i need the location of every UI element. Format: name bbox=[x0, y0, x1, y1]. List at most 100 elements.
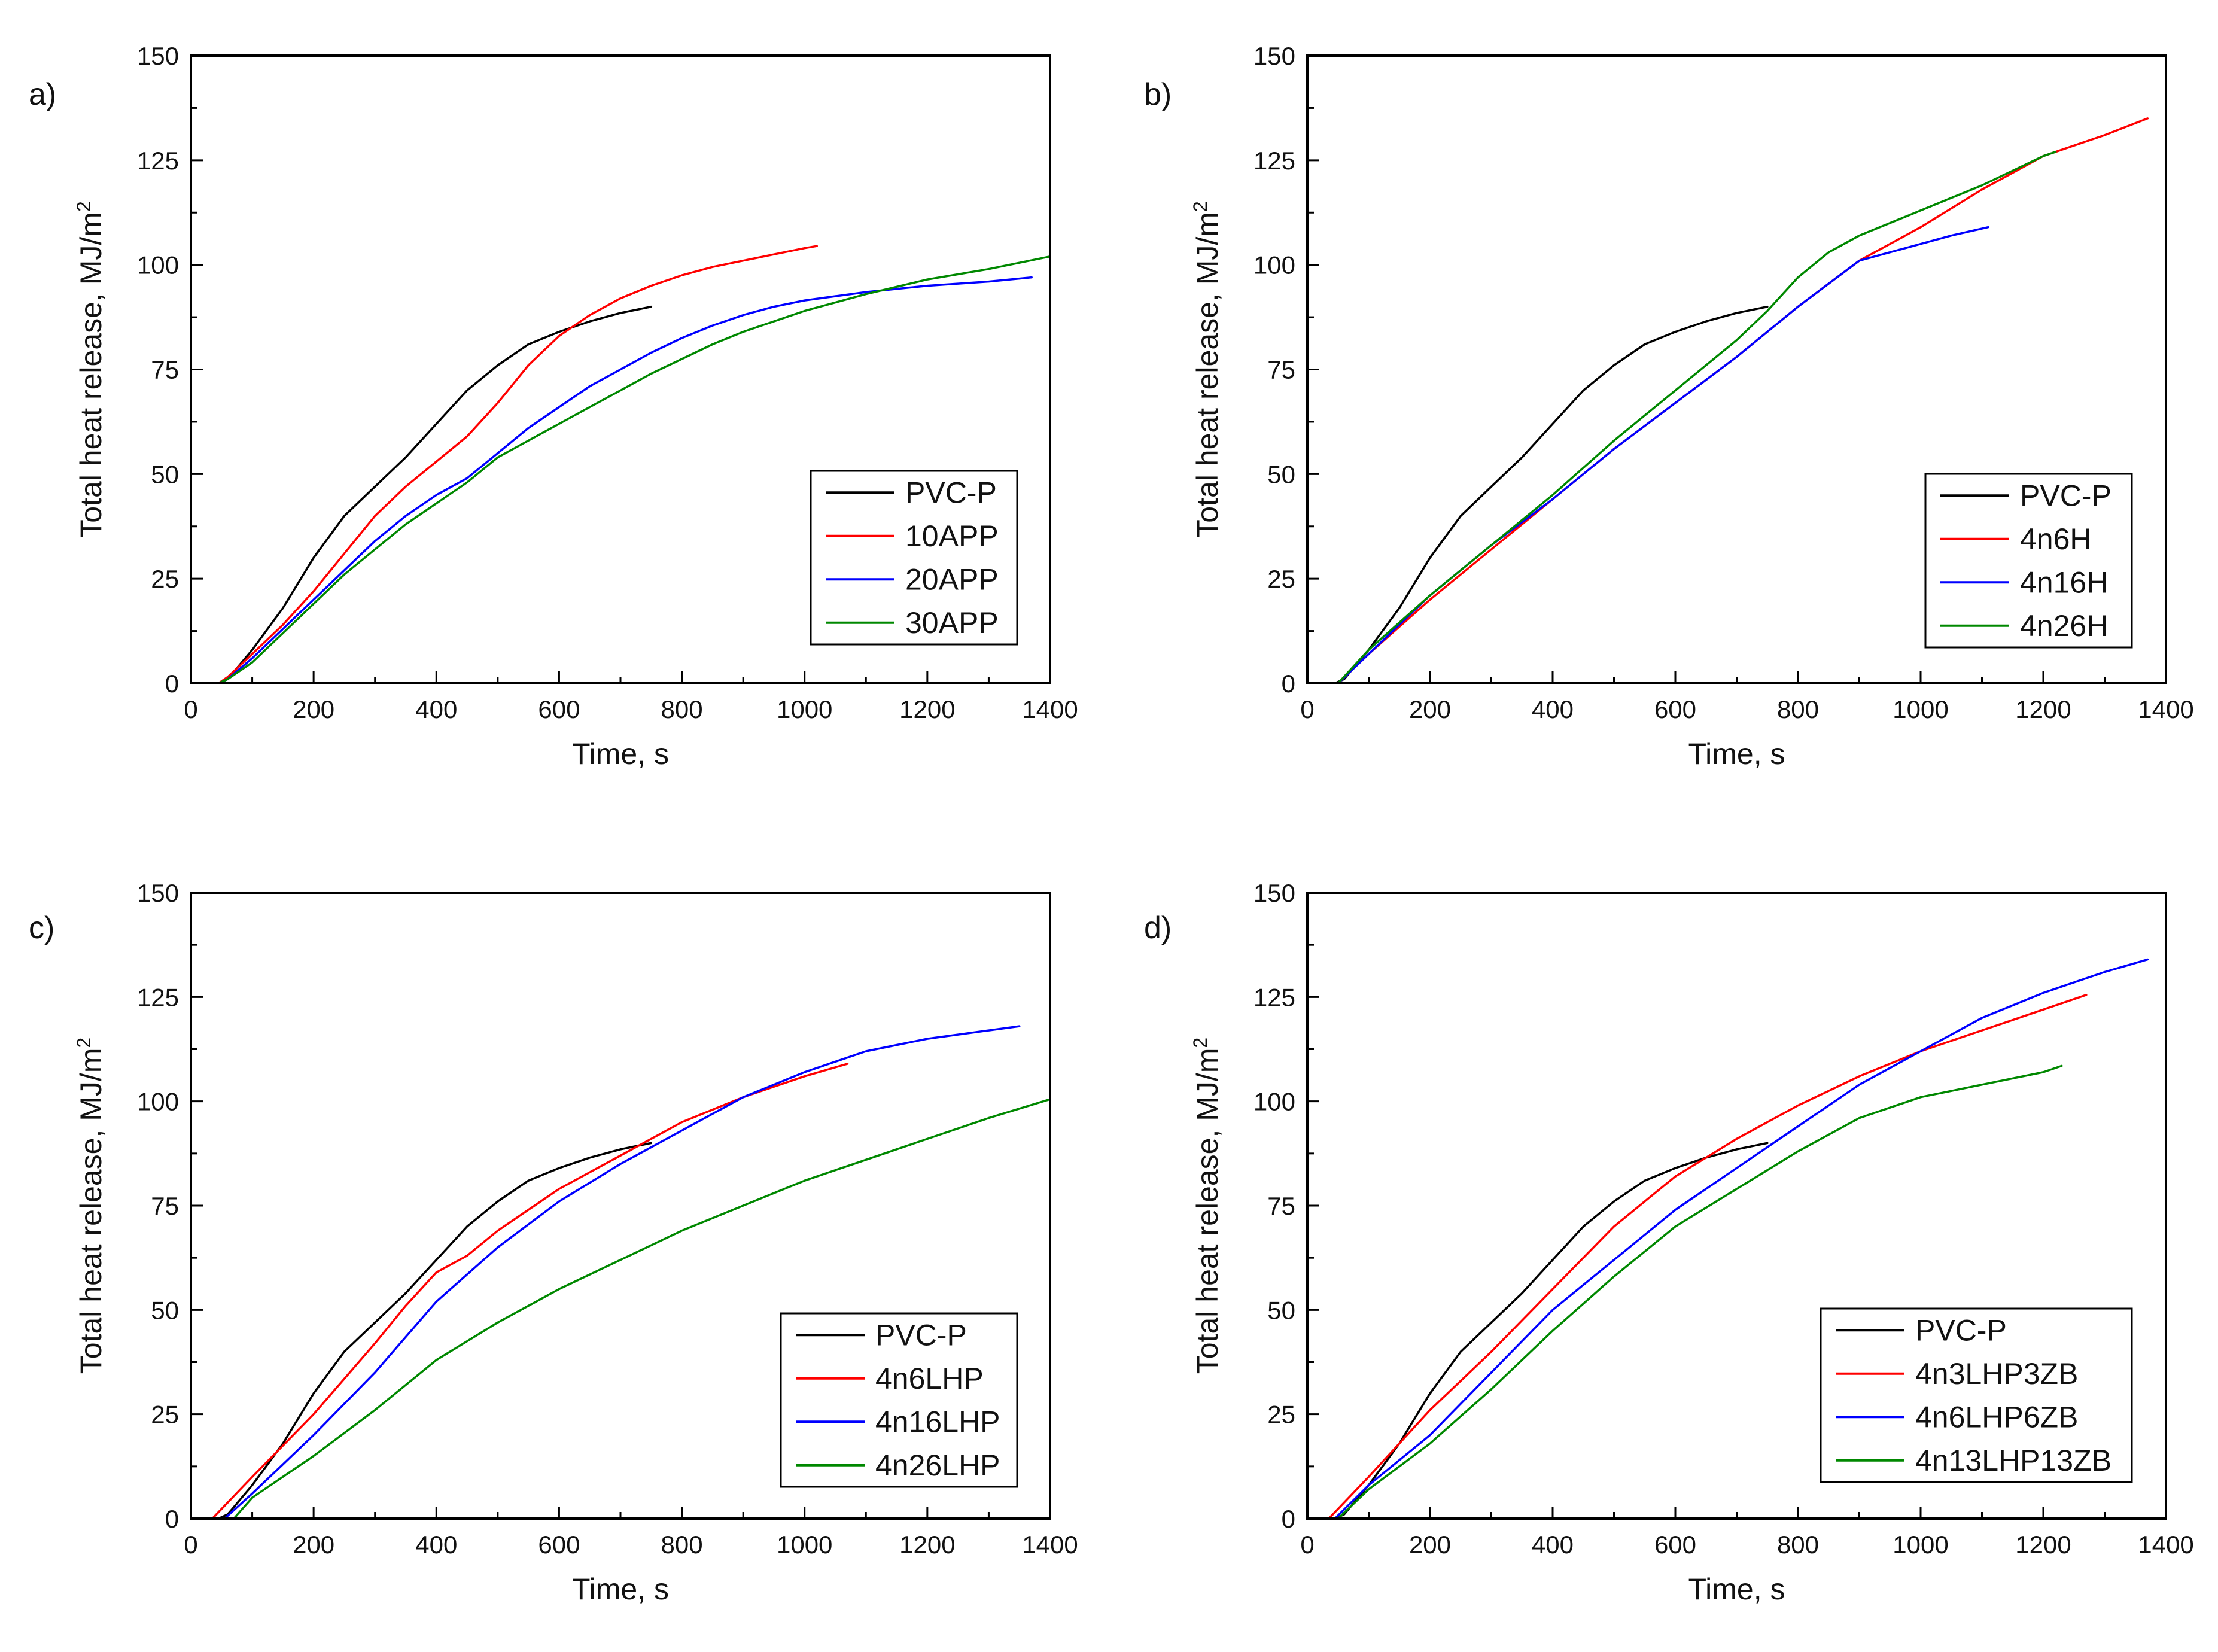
legend: PVC-P 4n6H 4n16H 4n26H bbox=[1924, 473, 2133, 649]
legend-entry: PVC-P bbox=[905, 476, 997, 509]
y-axis-title-main: Total heat release, MJ/m bbox=[1191, 1048, 1224, 1374]
y-tick-label: 0 bbox=[165, 1505, 179, 1533]
series-line bbox=[1334, 305, 1769, 684]
x-tick-label: 400 bbox=[415, 1531, 457, 1559]
x-tick-label: 1000 bbox=[1893, 695, 1948, 723]
y-axis-title: Total heat release, MJ/m2 bbox=[73, 1038, 108, 1374]
y-tick-label: 50 bbox=[151, 1296, 179, 1324]
y-tick-label: 150 bbox=[137, 879, 179, 907]
legend-entry: 4n26LHP bbox=[875, 1449, 1000, 1482]
y-tick-label: 25 bbox=[1267, 565, 1295, 593]
series-line bbox=[1328, 994, 2088, 1520]
x-tick-label: 800 bbox=[1777, 1531, 1819, 1559]
legend-entry: PVC-P bbox=[2020, 479, 2111, 512]
x-tick-label: 0 bbox=[184, 1531, 197, 1559]
y-axis-title-superscript: 2 bbox=[1189, 1038, 1211, 1048]
legend-entry: PVC-P bbox=[1915, 1313, 2007, 1347]
y-tick-label: 50 bbox=[1267, 460, 1295, 488]
x-tick-label: 600 bbox=[1654, 1531, 1696, 1559]
y-tick-label: 100 bbox=[137, 1088, 179, 1116]
series-line bbox=[1337, 151, 2057, 684]
legend-entry: 4n26H bbox=[2020, 609, 2108, 643]
series-line bbox=[217, 245, 818, 684]
y-tick-label: 150 bbox=[1253, 42, 1295, 70]
legend-box bbox=[810, 470, 1018, 646]
legend: PVC-P 4n3LHP3ZB 4n6LHP6ZB 4n13LHP13ZB bbox=[1820, 1307, 2133, 1483]
x-axis-title: Time, s bbox=[1688, 737, 1785, 771]
legend-entry: 30APP bbox=[905, 606, 999, 640]
x-tick-label: 200 bbox=[1409, 695, 1451, 723]
series-line bbox=[211, 1063, 849, 1520]
legend: PVC-P 4n6LHP 4n16LHP 4n26LHP bbox=[780, 1312, 1018, 1488]
legend-entry: 4n6LHP bbox=[875, 1362, 984, 1395]
legend-entry: 4n6LHP6ZB bbox=[1915, 1400, 2078, 1434]
x-tick-label: 1400 bbox=[2138, 695, 2193, 723]
x-tick-label: 1400 bbox=[1022, 695, 1078, 723]
y-axis-title-main: Total heat release, MJ/m bbox=[74, 1048, 108, 1374]
legend-box bbox=[1820, 1307, 2133, 1483]
y-tick-label: 125 bbox=[137, 147, 179, 175]
legend: PVC-P 10APP 20APP 30APP bbox=[810, 470, 1018, 646]
series-line bbox=[223, 1025, 1021, 1520]
y-axis-title: Total heat release, MJ/m2 bbox=[1189, 1038, 1224, 1374]
y-tick-label: 75 bbox=[151, 1192, 179, 1220]
x-axis-title: Time, s bbox=[1688, 1572, 1785, 1606]
y-tick-label: 75 bbox=[151, 356, 179, 384]
panel-label: b) bbox=[1144, 77, 1172, 112]
x-tick-label: 1200 bbox=[899, 1531, 955, 1559]
x-tick-label: 1000 bbox=[777, 695, 832, 723]
panel-label: a) bbox=[29, 77, 56, 112]
x-tick-label: 1000 bbox=[777, 1531, 832, 1559]
y-tick-label: 50 bbox=[151, 460, 179, 488]
y-tick-label: 100 bbox=[1253, 251, 1295, 279]
y-tick-label: 100 bbox=[1253, 1088, 1295, 1116]
y-axis-title-superscript: 2 bbox=[73, 1038, 95, 1048]
x-tick-label: 0 bbox=[184, 695, 197, 723]
y-tick-label: 75 bbox=[1267, 1192, 1295, 1220]
series-line bbox=[233, 1098, 1051, 1520]
y-tick-label: 0 bbox=[1282, 1505, 1295, 1533]
x-tick-label: 400 bbox=[415, 695, 457, 723]
x-tick-label: 1400 bbox=[1022, 1531, 1078, 1559]
x-tick-label: 0 bbox=[1300, 695, 1314, 723]
y-axis-title-main: Total heat release, MJ/m bbox=[74, 212, 108, 538]
x-tick-label: 200 bbox=[1409, 1531, 1451, 1559]
legend-entry: 4n16H bbox=[2020, 565, 2108, 599]
legend-entry: 20APP bbox=[905, 562, 999, 596]
x-axis-title: Time, s bbox=[572, 737, 669, 771]
x-tick-label: 1200 bbox=[899, 695, 955, 723]
series-line bbox=[217, 255, 1051, 684]
y-tick-label: 150 bbox=[137, 42, 179, 70]
y-tick-label: 125 bbox=[137, 983, 179, 1011]
y-tick-label: 0 bbox=[165, 670, 179, 698]
x-tick-label: 800 bbox=[1777, 695, 1819, 723]
x-tick-label: 800 bbox=[661, 695, 703, 723]
x-tick-label: 1000 bbox=[1893, 1531, 1948, 1559]
y-tick-label: 25 bbox=[151, 1401, 179, 1429]
y-tick-label: 150 bbox=[1253, 879, 1295, 907]
series-line bbox=[1334, 958, 2149, 1520]
legend-entry: 4n6H bbox=[2020, 522, 2092, 556]
y-tick-label: 0 bbox=[1282, 670, 1295, 698]
legend-entry: PVC-P bbox=[875, 1318, 967, 1352]
y-tick-label: 25 bbox=[151, 565, 179, 593]
x-axis-title: Time, s bbox=[572, 1572, 669, 1606]
legend-entry: 10APP bbox=[905, 519, 999, 553]
x-tick-label: 1200 bbox=[2015, 1531, 2071, 1559]
y-tick-label: 25 bbox=[1267, 1401, 1295, 1429]
series-line bbox=[1334, 1142, 1769, 1520]
legend-entry: 4n3LHP3ZB bbox=[1915, 1357, 2078, 1391]
x-tick-label: 1200 bbox=[2015, 695, 2071, 723]
y-axis-title-superscript: 2 bbox=[73, 201, 95, 212]
x-tick-label: 0 bbox=[1300, 1531, 1314, 1559]
x-tick-label: 1400 bbox=[2138, 1531, 2193, 1559]
chart-panel: a) 0 200 400 600 800 1000 1200 1400 0 25 50 75 100 125… bbox=[29, 42, 1078, 771]
series-line bbox=[1337, 1064, 2063, 1520]
y-tick-label: 125 bbox=[1253, 983, 1295, 1011]
y-tick-label: 50 bbox=[1267, 1296, 1295, 1324]
series-line bbox=[217, 276, 1033, 684]
y-tick-label: 100 bbox=[137, 251, 179, 279]
x-tick-label: 600 bbox=[1654, 695, 1696, 723]
y-axis-title-main: Total heat release, MJ/m bbox=[1191, 212, 1224, 538]
